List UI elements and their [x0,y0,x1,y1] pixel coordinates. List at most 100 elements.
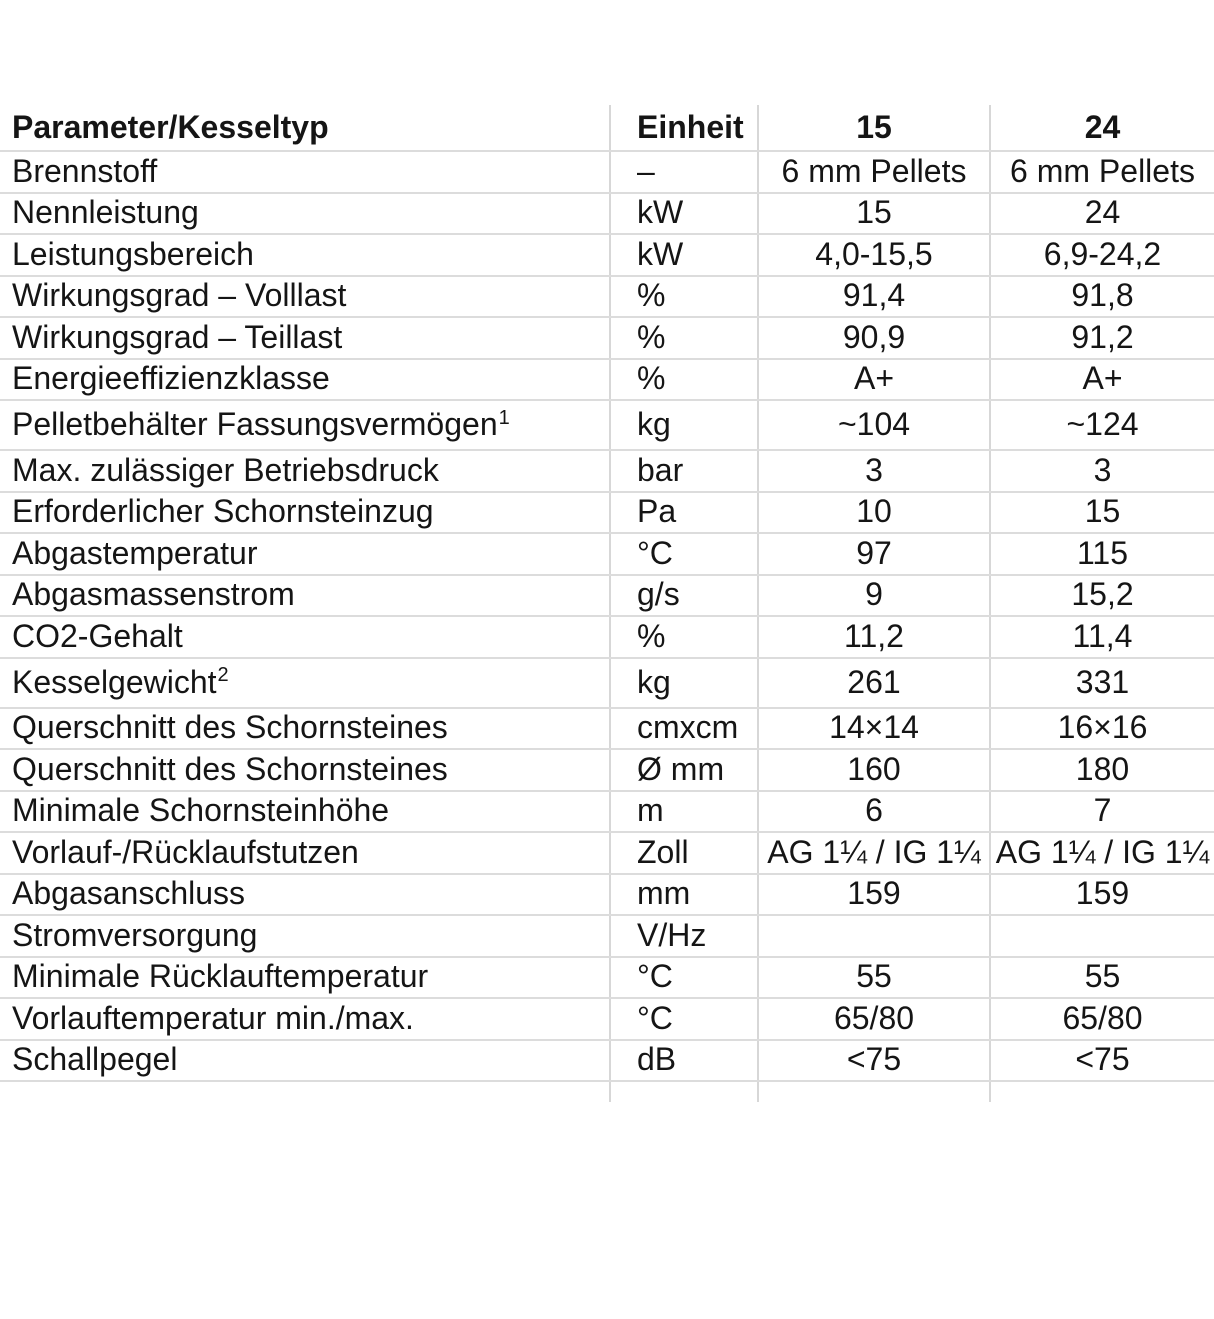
value-15-cell: <75 [757,1039,990,1082]
parameter-label: Stromversorgung [12,916,258,953]
parameter-cell: Energieeffizienzklasse [0,358,610,401]
parameter-cell: Minimale Schornsteinhöhe [0,790,610,833]
footnote-marker: 1 [498,406,510,429]
parameter-label: Leistungsbereich [12,235,254,272]
table-row: Erforderlicher Schornsteinzug Pa 10 15 [0,491,1214,534]
parameter-label: Erforderlicher Schornsteinzug [12,493,434,530]
parameter-cell: Leistungsbereich [0,234,610,277]
unit-cell: kg [609,400,758,451]
stub-value-24-cell [989,1081,1214,1102]
parameter-cell: Vorlauftemperatur min./max. [0,998,610,1041]
parameter-cell: Max. zulässiger Betriebsdruck [0,450,610,493]
parameter-cell: Querschnitt des Schornsteines [0,707,610,750]
unit-cell: dB [609,1039,758,1082]
value-15-cell: 11,2 [757,616,990,659]
value-15-cell: 97 [757,533,990,576]
table-row: Nennleistung kW 15 24 [0,192,1214,235]
parameter-cell: Brennstoff [0,151,610,194]
value-15-cell: 6 mm Pellets [757,151,990,194]
parameter-label: Nennleistung [12,194,199,231]
parameter-label: Energieeffizienzklasse [12,360,330,397]
parameter-cell: Erforderlicher Schornsteinzug [0,491,610,534]
value-24-cell: 15,2 [989,574,1214,617]
unit-cell: m [609,790,758,833]
value-24-cell: 91,2 [989,317,1214,360]
parameter-cell: Wirkungsgrad – Teillast [0,317,610,360]
value-15-cell [757,915,990,958]
table-row: Abgasmassenstrom g/s 9 15,2 [0,574,1214,617]
unit-cell: g/s [609,574,758,617]
parameter-cell: Kesselgewicht2 [0,657,610,709]
parameter-label: Querschnitt des Schornsteines [12,750,448,787]
parameter-cell: Stromversorgung [0,915,610,958]
parameter-label: Vorlauftemperatur min./max. [12,999,414,1036]
value-15-cell: 261 [757,657,990,709]
unit-cell: Ø mm [609,749,758,792]
unit-cell: kg [609,657,758,709]
stub-unit-cell [609,1081,758,1102]
table-row: CO2-Gehalt % 11,2 11,4 [0,616,1214,659]
value-15-cell: 55 [757,956,990,999]
value-24-cell: 3 [989,450,1214,493]
value-24-cell: 6 mm Pellets [989,151,1214,194]
table-row: Wirkungsgrad – Volllast % 91,4 91,8 [0,275,1214,318]
table-row: Schallpegel dB <75 <75 [0,1039,1214,1082]
parameter-cell: Pelletbehälter Fassungsvermögen1 [0,400,610,451]
stub-param-cell [0,1081,610,1102]
unit-cell: % [609,616,758,659]
unit-cell: V/Hz [609,915,758,958]
parameter-cell: Abgasmassenstrom [0,574,610,617]
spec-sheet: Parameter/Kesseltyp Einheit 15 24 Brenns… [0,105,1214,1102]
value-24-cell: 6,9-24,2 [989,234,1214,277]
value-24-cell: 16×16 [989,707,1214,750]
value-24-cell: 15 [989,491,1214,534]
value-15-cell: 9 [757,574,990,617]
table-row: Querschnitt des Schornsteines Ø mm 160 1… [0,749,1214,792]
parameter-label: Vorlauf-/Rücklaufstutzen [12,833,359,870]
unit-cell: °C [609,533,758,576]
parameter-label: Abgasanschluss [12,875,246,912]
value-15-cell: 6 [757,790,990,833]
unit-cell: °C [609,998,758,1041]
parameter-cell: Querschnitt des Schornsteines [0,749,610,792]
table-row: Max. zulässiger Betriebsdruck bar 3 3 [0,450,1214,493]
value-24-cell: 24 [989,192,1214,235]
table-row: Brennstoff – 6 mm Pellets 6 mm Pellets [0,151,1214,194]
parameter-cell: Vorlauf-/Rücklaufstutzen [0,832,610,875]
value-15-cell: 4,0-15,5 [757,234,990,277]
table-row: Abgastemperatur °C 97 115 [0,533,1214,576]
value-15-cell: AG 1¼ / IG 1¼ [757,832,990,875]
header-einheit: Einheit [609,105,758,152]
value-15-cell: 65/80 [757,998,990,1041]
value-24-cell: 91,8 [989,275,1214,318]
parameter-cell: Abgastemperatur [0,533,610,576]
value-15-cell: 15 [757,192,990,235]
parameter-label: Pelletbehälter Fassungsvermögen [12,406,498,443]
spec-table: Parameter/Kesseltyp Einheit 15 24 Brenns… [0,105,1214,1102]
table-row: Minimale Schornsteinhöhe m 6 7 [0,790,1214,833]
value-24-cell: 331 [989,657,1214,709]
parameter-label: Minimale Schornsteinhöhe [12,792,390,829]
value-15-cell: 10 [757,491,990,534]
value-15-cell: 159 [757,873,990,916]
table-row: Abgasanschluss mm 159 159 [0,873,1214,916]
value-24-cell: 11,4 [989,616,1214,659]
unit-cell: % [609,275,758,318]
spec-table-body: Brennstoff – 6 mm Pellets 6 mm Pellets N… [0,151,1214,1102]
parameter-label: Wirkungsgrad – Teillast [12,318,343,355]
table-row: Kesselgewicht2 kg 261 331 [0,657,1214,709]
stub-value-15-cell [757,1081,990,1102]
value-24-cell: 55 [989,956,1214,999]
table-row: Vorlauftemperatur min./max. °C 65/80 65/… [0,998,1214,1041]
unit-cell: kW [609,192,758,235]
unit-cell: – [609,151,758,194]
parameter-label: Max. zulässiger Betriebsdruck [12,451,439,488]
value-15-cell: 160 [757,749,990,792]
table-header-row: Parameter/Kesseltyp Einheit 15 24 [0,105,1214,152]
table-row: Wirkungsgrad – Teillast % 90,9 91,2 [0,317,1214,360]
parameter-label: Abgastemperatur [12,534,258,571]
unit-cell: Zoll [609,832,758,875]
empty-stub-row [0,1081,1214,1102]
value-24-cell: <75 [989,1039,1214,1082]
value-24-cell: 180 [989,749,1214,792]
